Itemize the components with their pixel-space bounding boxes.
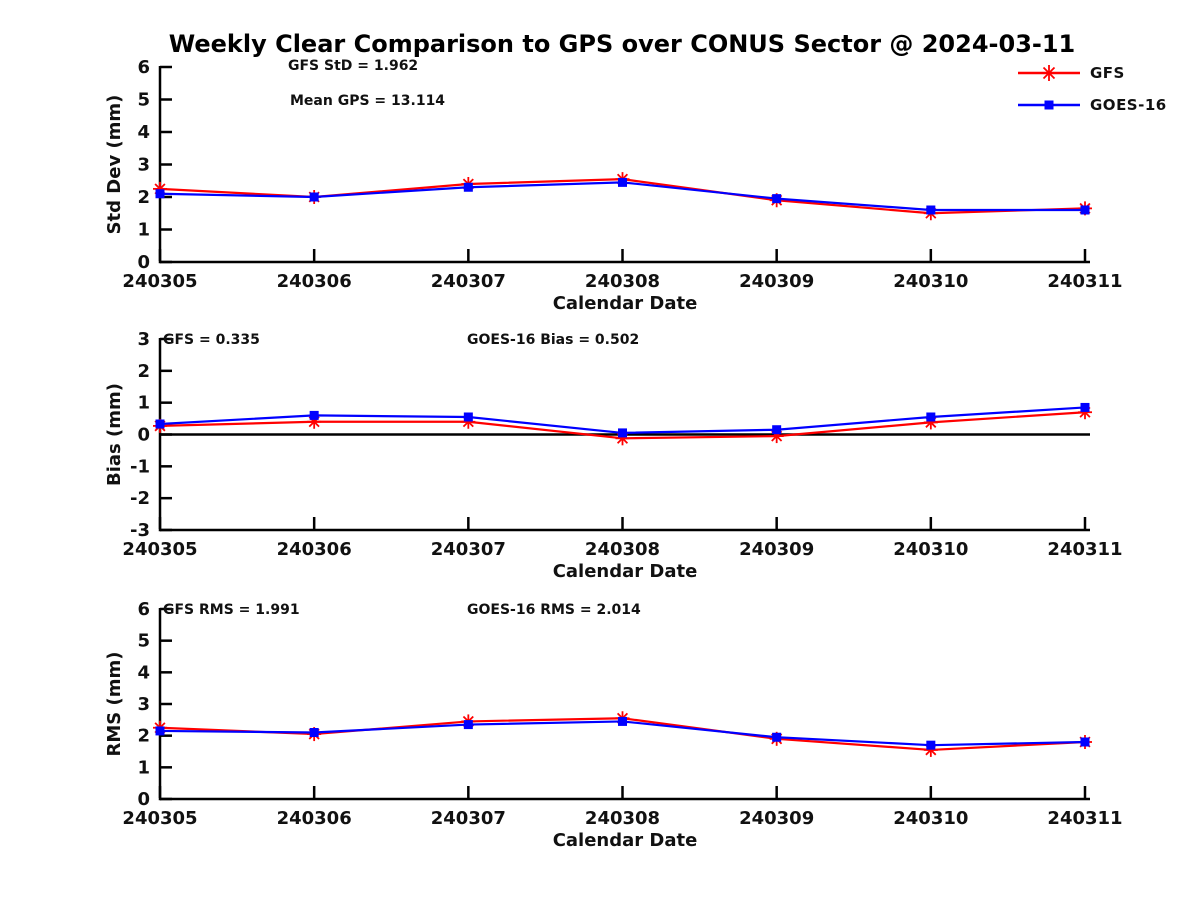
x-tick-label: 240305 [122, 808, 197, 829]
x-tick-label: 240305 [122, 271, 197, 292]
annotation-text: GFS = 0.335 [163, 332, 260, 348]
goes16-line-square-icon [1018, 100, 1080, 110]
y-tick-label: 5 [137, 631, 150, 652]
x-axis-label: Calendar Date [553, 830, 698, 851]
square-marker [772, 732, 782, 742]
square-marker [1080, 402, 1090, 412]
x-tick-label: 240310 [893, 539, 968, 560]
x-tick-label: 240307 [431, 271, 506, 292]
subplot-std-dev-mm: 0 1 2 3 4 5 6 240305 240306 240307 240308 240309 240… [104, 57, 1123, 314]
series-gfs [153, 405, 1092, 446]
x-axis-label: Calendar Date [553, 561, 698, 582]
square-marker [463, 720, 473, 730]
y-tick-label: 0 [137, 789, 150, 810]
x-tick-label: 240308 [585, 271, 660, 292]
square-marker [926, 412, 936, 422]
annotation-text: GFS StD = 1.962 [288, 58, 418, 74]
square-marker [155, 419, 165, 429]
x-tick-label: 240306 [277, 539, 352, 560]
y-tick-label: 0 [137, 252, 150, 273]
square-marker [772, 194, 782, 204]
x-tick-label: 240309 [739, 271, 814, 292]
square-marker [309, 410, 319, 420]
annotation-text: GOES-16 RMS = 2.014 [467, 602, 641, 618]
y-tick-label: 6 [137, 57, 150, 78]
x-tick-label: 240308 [585, 808, 660, 829]
square-marker [926, 205, 936, 215]
square-marker [926, 740, 936, 750]
annotation-text: Mean GPS = 13.114 [290, 93, 445, 109]
square-marker [309, 192, 319, 202]
subplot-rms-mm: 0 1 2 3 4 5 6 240305 240306 240307 240308 240309 240… [104, 599, 1123, 851]
y-tick-label: 1 [137, 393, 150, 414]
series-goes-16 [155, 402, 1090, 438]
x-tick-label: 240309 [739, 539, 814, 560]
y-tick-label: -1 [130, 456, 150, 477]
y-tick-label: 1 [137, 220, 150, 241]
figure-title: Weekly Clear Comparison to GPS over CONU… [168, 30, 1076, 58]
x-tick-label: 240311 [1047, 808, 1122, 829]
y-tick-label: 2 [137, 361, 150, 382]
y-axis-label: RMS (mm) [104, 652, 125, 757]
square-marker [155, 726, 165, 736]
square-marker [772, 425, 782, 435]
gfs-line-asterisk-icon [1018, 65, 1080, 81]
y-tick-label: 2 [137, 726, 150, 747]
x-tick-label: 240306 [277, 271, 352, 292]
square-marker [618, 716, 627, 726]
square-marker [463, 182, 473, 192]
y-tick-label: 4 [137, 122, 150, 143]
square-marker [155, 189, 165, 199]
legend-label-goes16: GOES-16 [1090, 96, 1167, 114]
legend: GFS GOES-16 [1016, 60, 1186, 124]
y-tick-label: 3 [137, 694, 150, 715]
y-tick-label: 3 [137, 155, 150, 176]
y-tick-label: 4 [137, 662, 150, 683]
y-tick-label: 6 [137, 599, 150, 620]
x-tick-label: 240309 [739, 808, 814, 829]
series-goes-16 [155, 716, 1090, 750]
annotation-text: GOES-16 Bias = 0.502 [467, 332, 639, 348]
square-marker [1080, 205, 1090, 215]
x-tick-label: 240307 [431, 539, 506, 560]
x-tick-label: 240310 [893, 271, 968, 292]
y-axis-label: Bias (mm) [104, 383, 125, 486]
y-tick-label: -3 [130, 520, 150, 541]
legend-item-goes16: GOES-16 [1016, 92, 1186, 118]
y-tick-label: 1 [137, 757, 150, 778]
legend-item-gfs: GFS [1016, 60, 1186, 86]
annotation-text: GFS RMS = 1.991 [163, 602, 300, 618]
x-tick-label: 240311 [1047, 539, 1122, 560]
y-axis-label: Std Dev (mm) [104, 95, 125, 235]
series-goes-16 [155, 177, 1090, 215]
x-tick-label: 240310 [893, 808, 968, 829]
y-tick-label: 3 [137, 329, 150, 350]
x-tick-label: 240306 [277, 808, 352, 829]
square-marker [618, 428, 627, 438]
y-tick-label: 5 [137, 90, 150, 111]
square-marker [618, 177, 627, 187]
x-axis-label: Calendar Date [553, 293, 698, 314]
y-tick-label: -2 [130, 488, 150, 509]
square-marker [1080, 737, 1090, 747]
square-marker [463, 412, 473, 422]
y-tick-label: 0 [137, 425, 150, 446]
x-tick-label: 240307 [431, 808, 506, 829]
x-tick-label: 240305 [122, 539, 197, 560]
x-tick-label: 240308 [585, 539, 660, 560]
legend-label-gfs: GFS [1090, 64, 1125, 82]
y-tick-label: 2 [137, 187, 150, 208]
square-marker [309, 728, 319, 737]
x-tick-label: 240311 [1047, 271, 1122, 292]
